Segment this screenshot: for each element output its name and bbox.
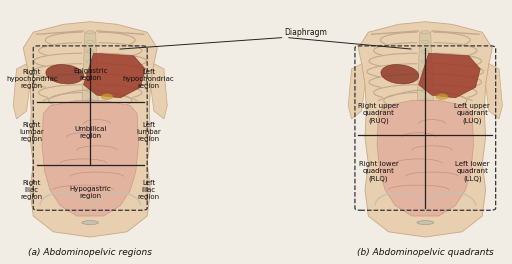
Ellipse shape (417, 221, 434, 225)
Ellipse shape (421, 70, 430, 73)
Text: Right lower
quadrant
(RLQ): Right lower quadrant (RLQ) (358, 161, 398, 182)
Polygon shape (83, 53, 145, 98)
Text: Left lower
quadrant
(LLQ): Left lower quadrant (LLQ) (455, 161, 489, 182)
Text: Right
hypochondriac
region: Right hypochondriac region (6, 69, 58, 89)
Text: Umbilical
region: Umbilical region (74, 125, 106, 139)
Ellipse shape (86, 31, 94, 34)
Text: Left
lumbar
region: Left lumbar region (136, 122, 161, 142)
Polygon shape (358, 22, 493, 237)
Ellipse shape (82, 221, 99, 225)
Ellipse shape (421, 60, 430, 63)
Text: Left upper
quadrant
(LUQ): Left upper quadrant (LUQ) (454, 103, 490, 124)
Polygon shape (42, 101, 138, 216)
Ellipse shape (46, 64, 84, 84)
Text: Right
iliac
region: Right iliac region (21, 180, 43, 200)
Polygon shape (82, 32, 98, 101)
Ellipse shape (86, 40, 94, 44)
Ellipse shape (436, 94, 448, 100)
Text: Left
hypochondriac
region: Left hypochondriac region (123, 69, 175, 89)
Text: Left
iliac
region: Left iliac region (137, 180, 160, 200)
Text: (a) Abdominopelvic regions: (a) Abdominopelvic regions (28, 248, 152, 257)
Text: (b) Abdominopelvic quadrants: (b) Abdominopelvic quadrants (357, 248, 494, 257)
Polygon shape (419, 53, 480, 98)
Ellipse shape (86, 60, 94, 63)
Polygon shape (13, 64, 30, 119)
Ellipse shape (381, 64, 419, 84)
Polygon shape (348, 64, 365, 119)
Ellipse shape (421, 89, 430, 92)
Ellipse shape (421, 31, 430, 34)
Ellipse shape (421, 79, 430, 83)
Polygon shape (377, 101, 474, 216)
Ellipse shape (86, 89, 94, 92)
Ellipse shape (421, 99, 430, 102)
Ellipse shape (86, 70, 94, 73)
Text: Epigastric
region: Epigastric region (73, 68, 108, 81)
Ellipse shape (101, 94, 113, 100)
Text: Hypogastric
region: Hypogastric region (69, 186, 111, 199)
Text: Right upper
quadrant
(RUQ): Right upper quadrant (RUQ) (358, 103, 399, 124)
Ellipse shape (86, 79, 94, 83)
Polygon shape (151, 64, 167, 119)
Polygon shape (23, 22, 157, 237)
Polygon shape (417, 32, 433, 101)
Polygon shape (485, 64, 502, 119)
Ellipse shape (421, 50, 430, 53)
Ellipse shape (86, 50, 94, 53)
Ellipse shape (421, 40, 430, 44)
Text: Right
lumbar
region: Right lumbar region (19, 122, 45, 142)
Text: Diaphragm: Diaphragm (285, 28, 328, 37)
Ellipse shape (86, 99, 94, 102)
